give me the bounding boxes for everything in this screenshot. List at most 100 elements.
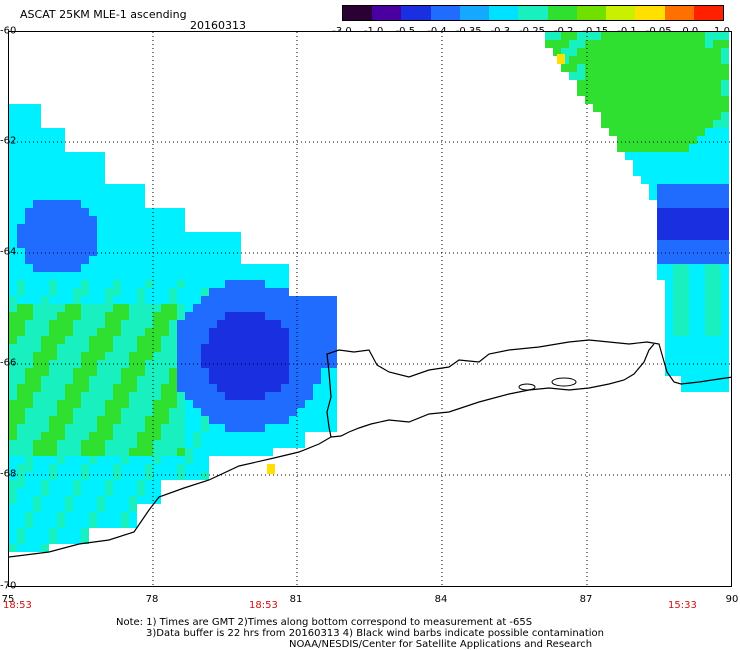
wind-cell (185, 416, 193, 424)
wind-cell (73, 272, 81, 280)
wind-cell (105, 424, 113, 432)
wind-cell (81, 320, 89, 328)
wind-cell (97, 264, 105, 272)
wind-cell (177, 432, 185, 440)
wind-cell (705, 240, 713, 248)
wind-cell (129, 288, 137, 296)
wind-cell (681, 376, 689, 384)
wind-cell (73, 496, 81, 504)
wind-cell (137, 264, 145, 272)
wind-cell (49, 448, 57, 456)
wind-cell (657, 136, 665, 144)
wind-cell (633, 120, 641, 128)
wind-cell (201, 272, 209, 280)
wind-cell (585, 88, 593, 96)
wind-cell (57, 496, 65, 504)
wind-cell (129, 344, 137, 352)
wind-cell (689, 288, 697, 296)
wind-cell (41, 392, 49, 400)
wind-cell (225, 328, 233, 336)
wind-cell (89, 384, 97, 392)
wind-cell (705, 56, 713, 64)
wind-cell (97, 368, 105, 376)
wind-cell (129, 408, 137, 416)
wind-cell (73, 296, 81, 304)
wind-cell (49, 152, 57, 160)
wind-cell (25, 272, 33, 280)
wind-cell (137, 192, 145, 200)
wind-cell (721, 208, 729, 216)
wind-cell (329, 376, 337, 384)
wind-cell (9, 248, 17, 256)
wind-cell (41, 304, 49, 312)
wind-cell (705, 144, 713, 152)
wind-cell (681, 264, 689, 272)
wind-cell (249, 352, 257, 360)
wind-cell (225, 424, 233, 432)
wind-cell (625, 152, 633, 160)
wind-cell (193, 280, 201, 288)
wind-cell (193, 344, 201, 352)
wind-cell (9, 432, 17, 440)
wind-cell (169, 240, 177, 248)
wind-cell (641, 48, 649, 56)
wind-cells (9, 32, 729, 552)
wind-cell (665, 248, 673, 256)
wind-cell (593, 80, 601, 88)
wind-cell (17, 208, 25, 216)
wind-cell (697, 304, 705, 312)
wind-cell (665, 344, 673, 352)
wind-cell (57, 376, 65, 384)
wind-cell (681, 280, 689, 288)
wind-cell (121, 208, 129, 216)
wind-cell (681, 184, 689, 192)
wind-cell (713, 64, 721, 72)
wind-cell (257, 272, 265, 280)
wind-cell (697, 336, 705, 344)
wind-cell (265, 376, 273, 384)
wind-cell (9, 328, 17, 336)
wind-cell (297, 304, 305, 312)
wind-cell (569, 40, 577, 48)
wind-cell (169, 344, 177, 352)
wind-cell (265, 344, 273, 352)
wind-cell (145, 416, 153, 424)
wind-cell (673, 128, 681, 136)
wind-cell (49, 192, 57, 200)
wind-cell (281, 368, 289, 376)
wind-cell (713, 88, 721, 96)
wind-cell (169, 448, 177, 456)
wind-cell (97, 296, 105, 304)
wind-cell (697, 376, 705, 384)
wind-cell (129, 256, 137, 264)
wind-cell (657, 72, 665, 80)
wind-cell (9, 544, 17, 552)
wind-cell (65, 416, 73, 424)
map-panel[interactable] (8, 31, 732, 587)
wind-cell (313, 424, 321, 432)
wind-cell (17, 224, 25, 232)
wind-cell (649, 72, 657, 80)
wind-cell (57, 208, 65, 216)
wind-cell (81, 200, 89, 208)
wind-cell (305, 304, 313, 312)
wind-cell (305, 416, 313, 424)
wind-cell (153, 304, 161, 312)
wind-cell (145, 336, 153, 344)
wind-cell (273, 272, 281, 280)
wind-cell (177, 440, 185, 448)
wind-cell (9, 536, 17, 544)
wind-cell (57, 312, 65, 320)
wind-cell (153, 416, 161, 424)
wind-cell (105, 488, 113, 496)
wind-cell (273, 352, 281, 360)
wind-cell (113, 392, 121, 400)
wind-cell (233, 392, 241, 400)
wind-cell (65, 288, 73, 296)
wind-cell (265, 336, 273, 344)
wind-cell (705, 288, 713, 296)
wind-cell (289, 304, 297, 312)
wind-cell (121, 376, 129, 384)
wind-cell (689, 320, 697, 328)
wind-cell (665, 144, 673, 152)
